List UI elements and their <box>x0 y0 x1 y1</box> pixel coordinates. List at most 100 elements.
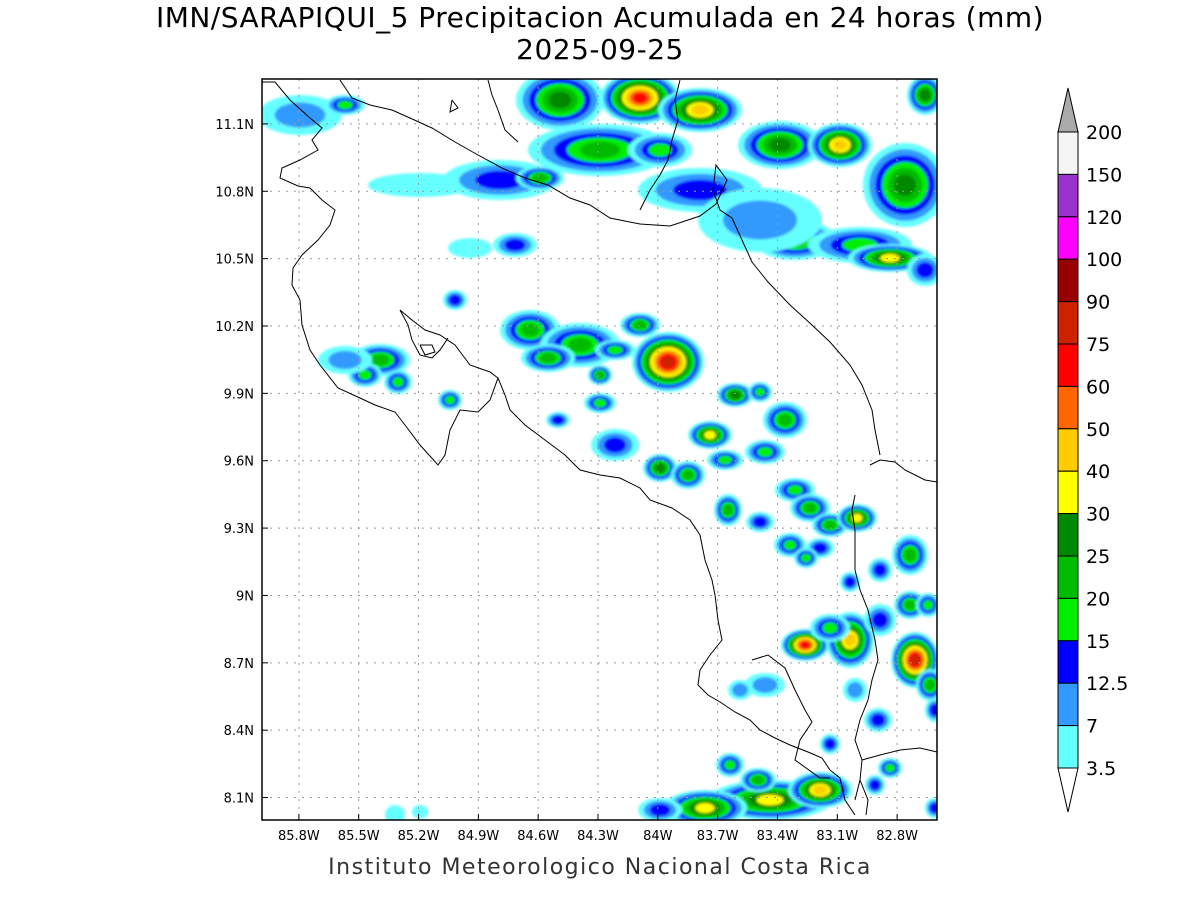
coast-segment <box>751 654 830 779</box>
rain-contour <box>777 413 793 427</box>
rain-contour <box>847 682 863 698</box>
rain-contour <box>595 370 605 380</box>
colorbar-swatch <box>1057 301 1079 345</box>
colorbar-label: 7 <box>1086 716 1098 738</box>
lon-tick-label: 84.6W <box>517 829 559 844</box>
rain-contour <box>894 174 916 196</box>
colorbar-swatch <box>1057 682 1079 727</box>
rain-contour <box>412 805 428 819</box>
rain-contour <box>691 104 709 116</box>
rain-contour <box>752 677 778 693</box>
colorbar-swatch <box>1057 385 1079 430</box>
rain-contour <box>548 91 572 109</box>
rain-contour <box>910 654 920 666</box>
rain-contour <box>729 390 741 400</box>
lat-tick-label: 9.6N <box>224 455 254 470</box>
colorbar-label: 200 <box>1086 122 1122 144</box>
rain-contour <box>851 513 863 523</box>
title-line-2: 2025-09-25 <box>516 33 684 66</box>
rain-contour <box>717 455 733 465</box>
rain-contour <box>872 612 888 628</box>
rain-contour <box>929 802 937 814</box>
rain-contour <box>769 138 791 152</box>
rain-contour <box>632 92 648 104</box>
rain-contour <box>370 354 390 366</box>
lat-tick-label: 11.1N <box>215 118 254 133</box>
rain-contour <box>754 387 766 397</box>
lon-tick-label: 83.4W <box>757 829 799 844</box>
rain-contour <box>722 504 734 516</box>
rain-field <box>262 79 937 820</box>
lon-tick-label: 82.8W <box>876 829 918 844</box>
lon-tick-label: 84W <box>643 829 673 844</box>
axis-ticks: 85.8W 85.5W 85.2W 84.9W 84.6W 84.3W 84W 83.7W 83… <box>215 118 918 844</box>
rain-contour <box>903 548 917 562</box>
rain-contour <box>551 415 565 425</box>
lat-tick-label: 10.2N <box>215 320 254 335</box>
lat-tick-label: 8.4N <box>224 724 254 739</box>
rain-contour <box>873 563 887 577</box>
rain-contour <box>539 352 557 364</box>
rain-contour <box>593 398 607 408</box>
lat-tick-label: 9N <box>236 589 254 604</box>
coast-segment <box>487 79 519 143</box>
rain-contour <box>579 141 621 159</box>
lat-tick-label: 9.9N <box>224 387 254 402</box>
colorbar-label: 3.5 <box>1086 758 1116 780</box>
rain-contour <box>568 337 592 353</box>
rain-contour <box>723 200 797 240</box>
colorbar-label: 25 <box>1086 546 1110 568</box>
rain-contour <box>648 143 672 157</box>
rain-contour <box>328 351 362 369</box>
rain-contour <box>844 633 856 647</box>
rain-contour <box>880 253 900 263</box>
lon-tick-label: 83.7W <box>697 829 739 844</box>
colorbar: 3.5 7 12.5 15 20 25 30 40 50 60 75 90 100 120 150 200 <box>1057 87 1128 813</box>
rain-contour <box>448 238 492 258</box>
colorbar-low-arrow <box>1057 767 1079 813</box>
colorbar-swatch <box>1057 725 1079 769</box>
colorbar-swatch <box>1057 470 1079 515</box>
colorbar-swatch <box>1057 555 1079 599</box>
rain-cells <box>262 79 937 820</box>
rain-contour <box>520 323 540 337</box>
rain-contour <box>732 683 748 697</box>
rain-contour <box>475 170 525 190</box>
lon-tick-label: 85.5W <box>338 829 380 844</box>
rain-contour <box>833 139 847 151</box>
colorbar-label: 50 <box>1086 419 1110 441</box>
rain-contour <box>800 641 810 649</box>
colorbar-swatch <box>1057 131 1079 175</box>
colorbar-high-arrow <box>1057 87 1079 133</box>
rain-contour <box>922 599 934 611</box>
rain-contour <box>904 599 916 611</box>
coast-segment <box>262 81 499 466</box>
rain-contour <box>823 520 837 530</box>
rain-contour <box>603 437 627 453</box>
colorbar-label: 12.5 <box>1086 673 1128 695</box>
rain-contour <box>358 369 372 381</box>
rain-contour <box>929 703 937 717</box>
lon-tick-label: 85.2W <box>398 829 440 844</box>
title-line-1: IMN/SARAPIQUI_5 Precipitacion Acumulada … <box>155 1 1045 34</box>
rain-contour <box>756 794 784 806</box>
rain-contour <box>392 376 404 388</box>
colorbar-swatch <box>1057 513 1079 557</box>
plot-frame <box>261 78 938 821</box>
coast-segment <box>419 344 436 356</box>
coast-segment <box>851 494 879 801</box>
rain-contour <box>924 679 936 691</box>
lon-tick-label: 84.9W <box>457 829 499 844</box>
rain-contour <box>869 779 881 791</box>
coast-segment <box>639 79 681 211</box>
lon-tick-label: 84.3W <box>577 829 619 844</box>
map-title: IMN/SARAPIQUI_5 Precipitacion Acumulada … <box>0 2 1200 66</box>
colorbar-swatch <box>1057 216 1079 260</box>
coast-segment <box>869 459 937 483</box>
colorbar-label: 75 <box>1086 334 1110 356</box>
lon-tick-label: 85.8W <box>278 829 320 844</box>
rain-contour <box>884 763 896 773</box>
rain-contour <box>661 356 675 368</box>
coastline <box>262 79 937 816</box>
colorbar-label: 120 <box>1086 207 1122 229</box>
